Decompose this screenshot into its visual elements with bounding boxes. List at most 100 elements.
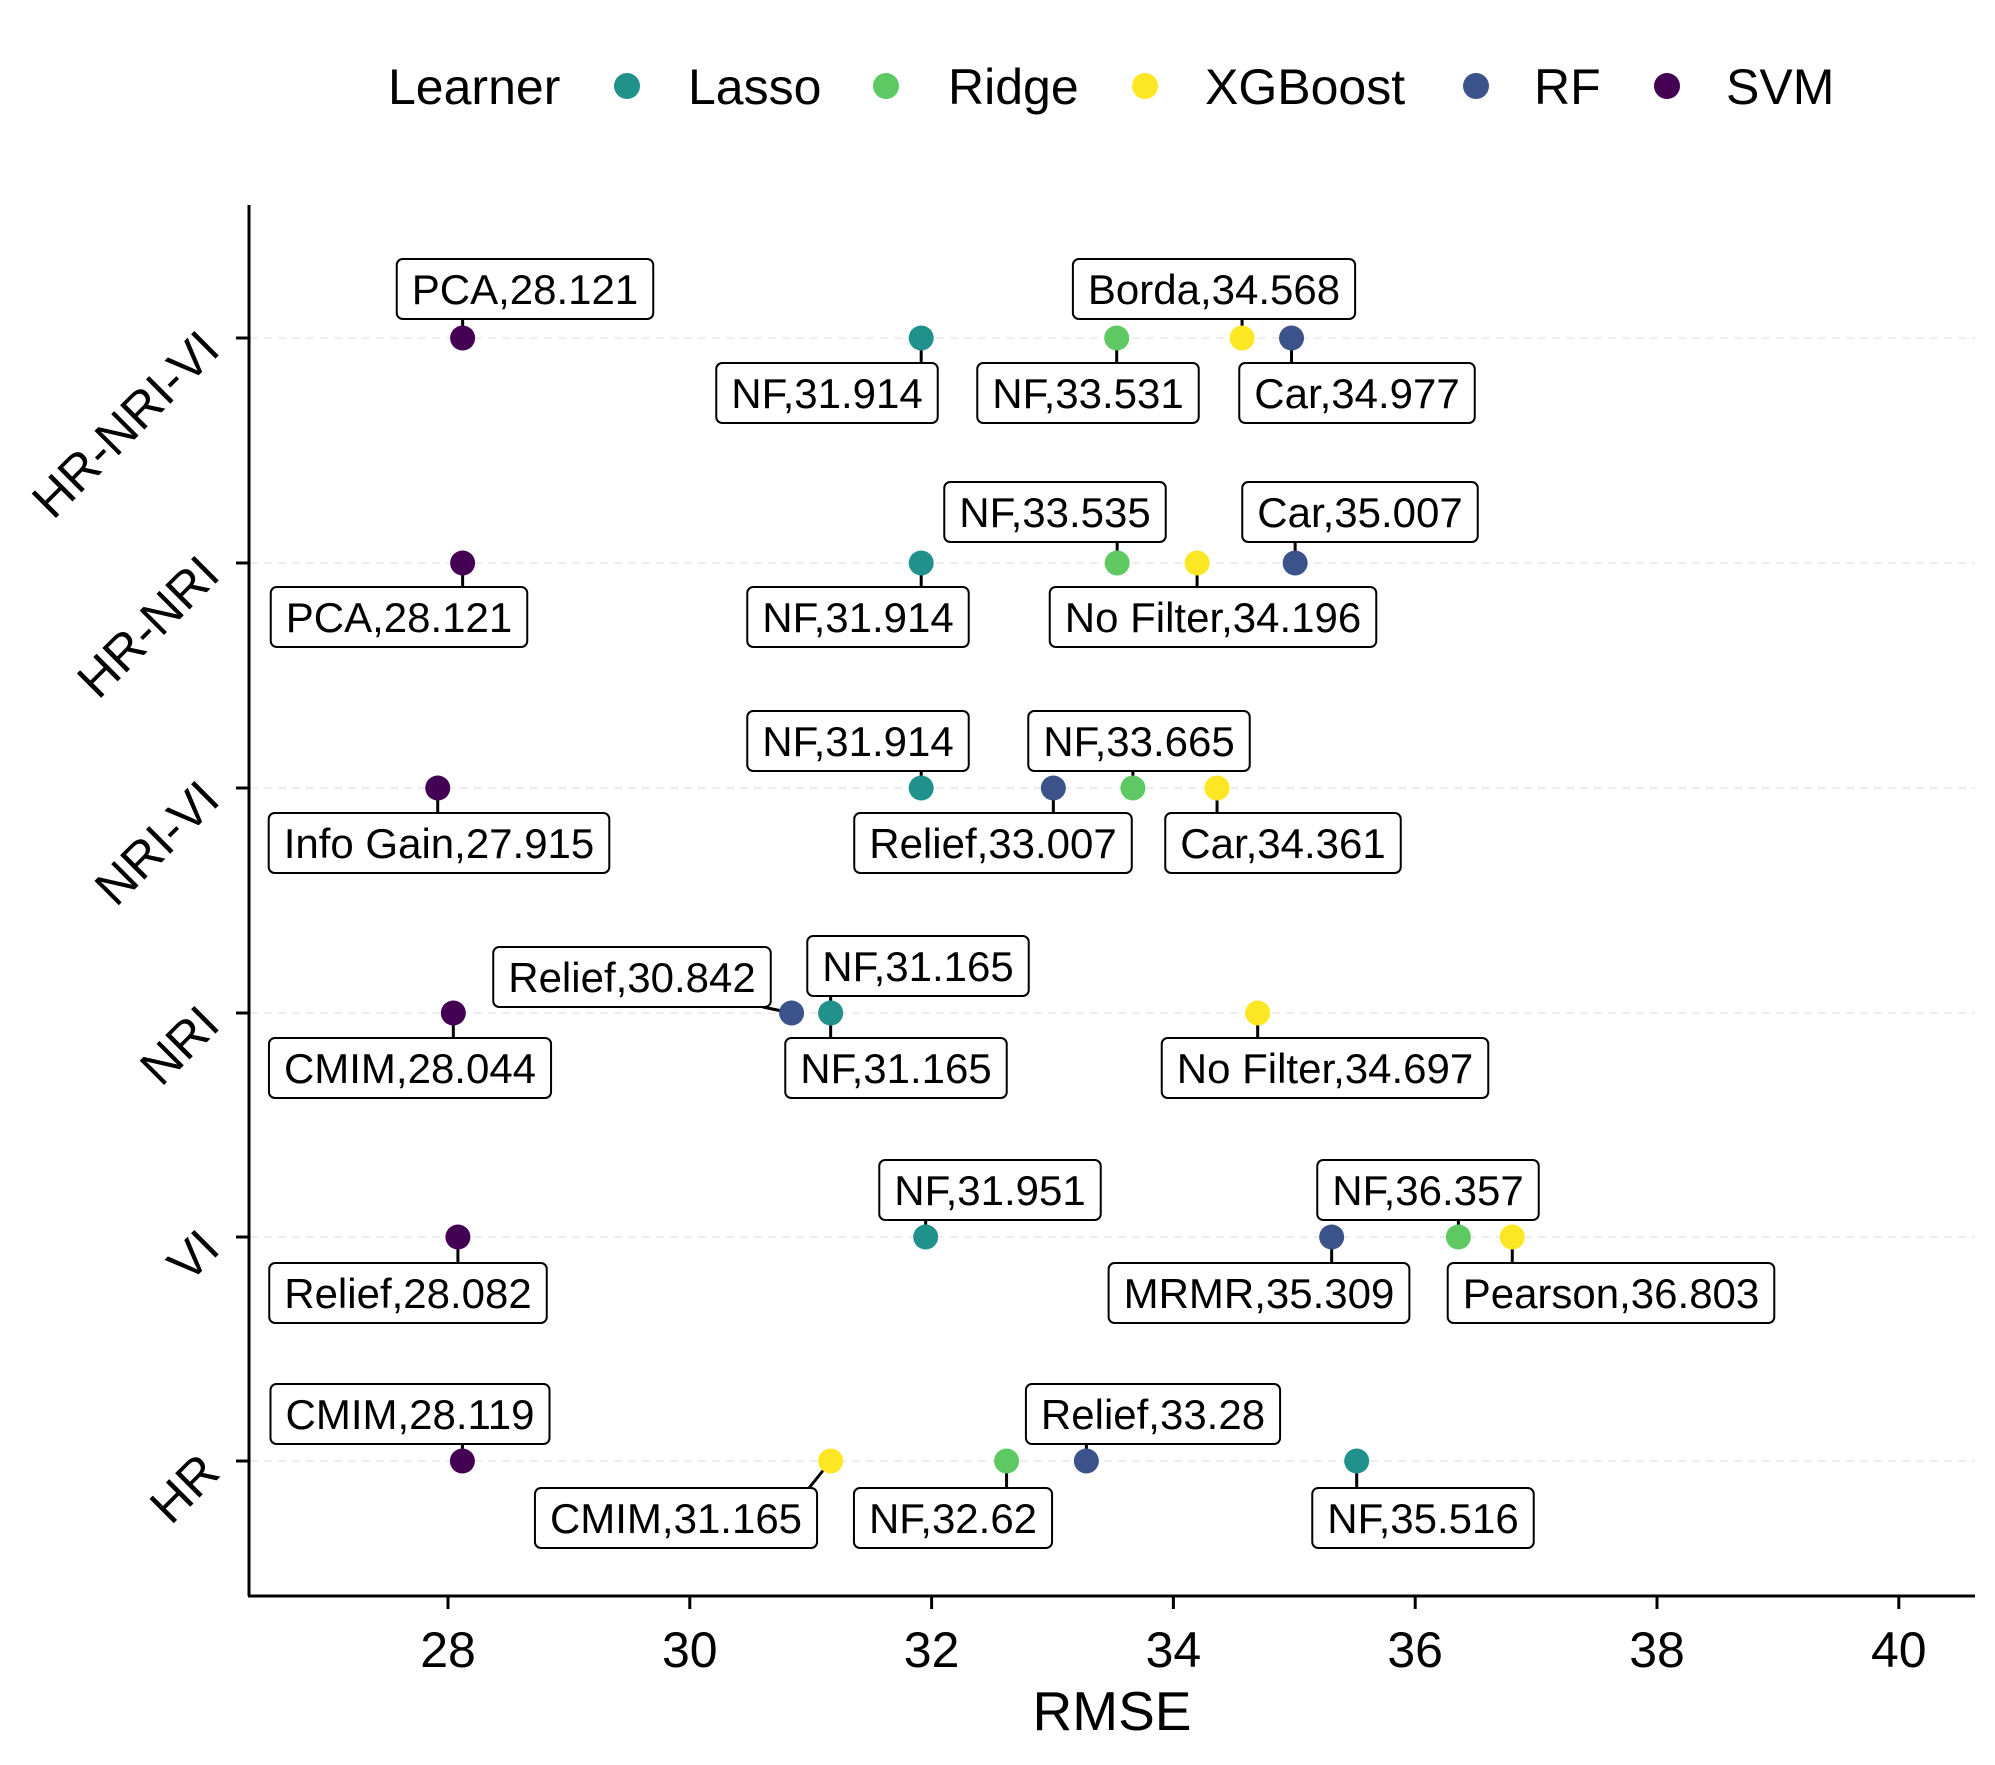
point-svm [440, 1000, 466, 1026]
data-label: NF,32.62 [869, 1495, 1037, 1542]
data-label: Car,34.361 [1180, 820, 1386, 867]
point-rf [1279, 325, 1305, 351]
data-label: NF,31.165 [822, 943, 1013, 990]
legend-label-rf: RF [1534, 59, 1601, 115]
data-label: Relief,33.007 [869, 820, 1117, 867]
x-axis-title: RMSE [1033, 1680, 1192, 1742]
data-label-box [943, 481, 1167, 543]
data-label: Relief,28.082 [284, 1270, 532, 1317]
data-label: No Filter,34.697 [1177, 1045, 1474, 1092]
y-tick-label: HR-NRI-VI [21, 320, 230, 529]
point-lasso [913, 1224, 939, 1250]
y-tick-label: NRI-VI [84, 770, 230, 916]
x-tick-label: 34 [1146, 1622, 1202, 1678]
data-label-box [746, 586, 970, 648]
y-tick-label: NRI [129, 995, 229, 1095]
data-label: NF,31.914 [762, 718, 953, 765]
point-lasso [908, 550, 934, 576]
data-label-box [267, 1037, 553, 1099]
legend-key-svm [1654, 73, 1680, 99]
data-label-box [1048, 586, 1378, 648]
y-tick-label: HR [139, 1443, 230, 1534]
data-label: NF,35.516 [1327, 1495, 1518, 1542]
point-ridge [1104, 325, 1130, 351]
data-label-box [1238, 362, 1476, 424]
point-xgboost [818, 1448, 844, 1474]
point-rf [1073, 1448, 1099, 1474]
data-label-box [269, 586, 529, 648]
data-label-box [806, 935, 1030, 997]
point-rf [779, 1000, 805, 1026]
point-ridge [994, 1448, 1020, 1474]
data-label-box [1316, 1159, 1540, 1221]
data-label: Borda,34.568 [1088, 266, 1340, 313]
point-lasso [818, 1000, 844, 1026]
x-tick-label: 28 [420, 1622, 476, 1678]
legend-key-rf [1463, 73, 1489, 99]
data-label: NF,33.535 [959, 489, 1150, 536]
data-label-box [784, 1037, 1008, 1099]
point-svm [449, 1448, 475, 1474]
point-rf [1040, 775, 1066, 801]
point-xgboost [1184, 550, 1210, 576]
data-label: NF,31.914 [731, 370, 922, 417]
data-label-box [1107, 1262, 1411, 1324]
data-label: CMIM,31.165 [550, 1495, 802, 1542]
legend-label-ridge: Ridge [948, 59, 1079, 115]
point-xgboost [1499, 1224, 1525, 1250]
data-label-box [1446, 1262, 1776, 1324]
data-label-box [1241, 481, 1479, 543]
data-label: NF,31.914 [762, 594, 953, 641]
legend-title: Learner [388, 59, 560, 115]
legend-label-lasso: Lasso [688, 59, 821, 115]
data-label: CMIM,28.044 [284, 1045, 536, 1092]
data-label: MRMR,35.309 [1124, 1270, 1395, 1317]
point-svm [450, 325, 476, 351]
point-lasso [1344, 1448, 1370, 1474]
data-label: CMIM,28.119 [286, 1391, 535, 1438]
data-label-box [746, 710, 970, 772]
data-label-box [267, 812, 611, 874]
data-label-box [1071, 258, 1357, 320]
point-ridge [1120, 775, 1146, 801]
x-tick-label: 36 [1387, 1622, 1443, 1678]
point-lasso [908, 325, 934, 351]
y-tick-label: HR-NRI [66, 545, 229, 708]
legend-key-xgboost [1132, 73, 1158, 99]
data-label: NF,31.951 [894, 1167, 1085, 1214]
data-label-box [395, 258, 655, 320]
grid-lines [250, 337, 1975, 1462]
data-label-box [715, 362, 939, 424]
point-xgboost [1204, 775, 1230, 801]
data-label: Car,34.977 [1254, 370, 1460, 417]
legend-key-ridge [873, 73, 899, 99]
legend: Learner Lasso Ridge XGBoost RF SVM [388, 59, 1834, 115]
data-label: Car,35.007 [1257, 489, 1463, 536]
data-label: NF,31.165 [800, 1045, 991, 1092]
data-label-box [1311, 1487, 1535, 1549]
point-svm [425, 775, 451, 801]
point-rf [1319, 1224, 1345, 1250]
data-label-box [269, 1383, 551, 1445]
x-tick-label: 40 [1871, 1622, 1927, 1678]
point-xgboost [1229, 325, 1255, 351]
point-svm [450, 550, 476, 576]
data-label: NF,36.357 [1332, 1167, 1523, 1214]
point-svm [445, 1224, 471, 1250]
legend-label-xgboost: XGBoost [1205, 59, 1405, 115]
x-tick-label: 32 [904, 1622, 960, 1678]
point-xgboost [1245, 1000, 1271, 1026]
data-label: No Filter,34.196 [1065, 594, 1362, 641]
data-label-box [976, 362, 1200, 424]
data-label: Relief,30.842 [508, 954, 756, 1001]
legend-key-lasso [614, 73, 640, 99]
point-ridge [1104, 550, 1130, 576]
data-label-box [853, 812, 1133, 874]
data-label-box [268, 1262, 548, 1324]
point-rf [1282, 550, 1308, 576]
data-points [425, 325, 1525, 1474]
data-label-box [1164, 812, 1402, 874]
data-labels: PCA,28.121 NF,31.914 NF,33.531 Borda,34.568… [267, 258, 1776, 1549]
data-label-box [878, 1159, 1102, 1221]
